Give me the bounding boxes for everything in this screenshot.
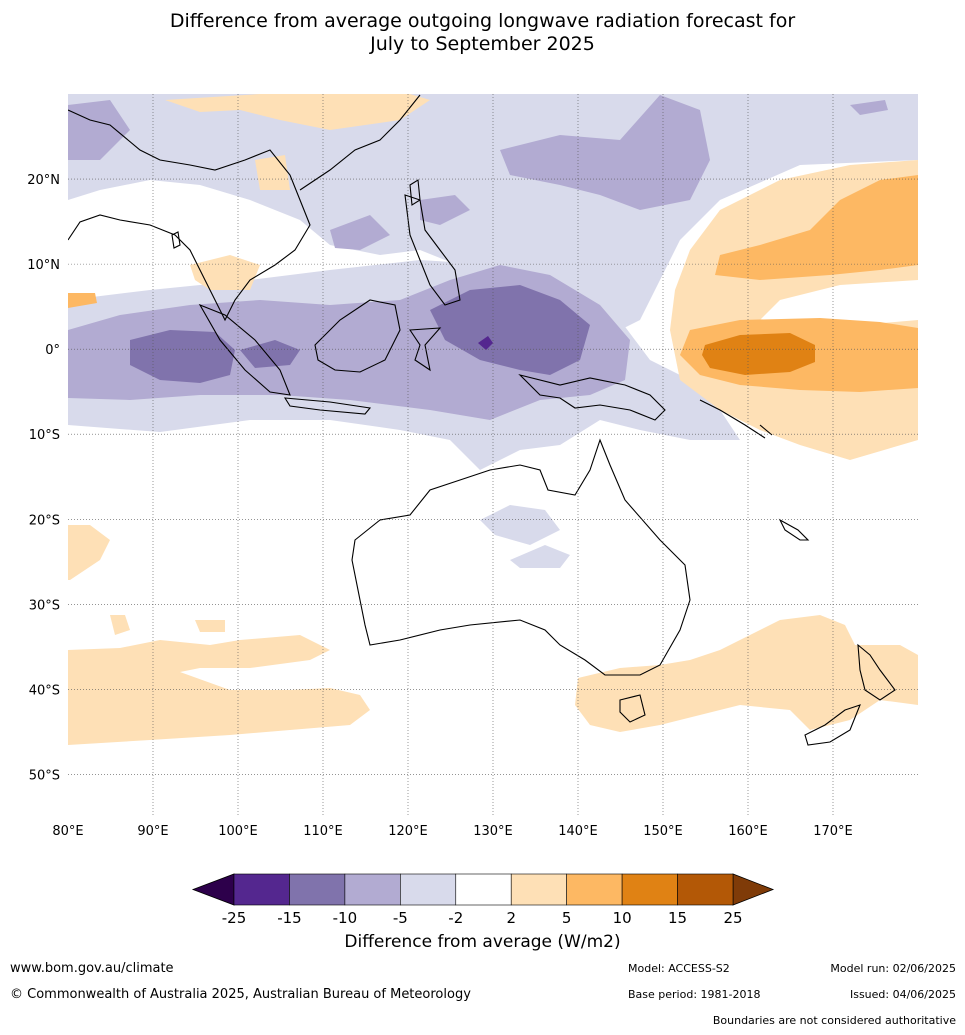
colorbar-title: Difference from average (W/m2) [344,932,621,952]
website-link[interactable]: www.bom.gov.au/climate [10,961,174,976]
model-name: Model: ACCESS-S2 [628,962,730,975]
longitude-labels: 80°E 90°E 100°E 110°E 120°E 130°E 140°E 150°E 16… [52,824,852,839]
colorbar-bin [233,873,290,906]
base-period: Base period: 1981-2018 [628,988,761,1001]
copyright-text: © Commonwealth of Australia 2025, Austra… [10,987,471,1002]
lat-tick-label: 30°S [29,598,60,613]
colorbar-bin [400,873,457,906]
philippines-coastline [404,194,461,306]
anomaly-area-light-orange-south [68,525,370,745]
colorbar-tick-label: 15 [668,909,687,927]
borneo-coastline [314,299,401,373]
lat-tick-label: 20°N [27,173,60,188]
coastlines [68,94,896,746]
lon-tick-label: 160°E [728,824,768,839]
boundaries-disclaimer: Boundaries are not considered authoritat… [712,1014,956,1027]
lat-tick-label: 40°S [29,683,60,698]
anomaly-field [68,94,918,817]
solomon-islands-coastline [699,399,773,439]
lat-tick-label: 20°S [29,513,60,528]
lon-tick-label: 140°E [558,824,598,839]
colorbar-bin [677,873,734,906]
colorbar-bin [566,873,623,906]
latitude-labels: 20°N 10°N 0° 10°S 20°S 30°S 40°S 50°S [27,173,60,783]
colorbar-tick-label: 2 [506,909,516,927]
colorbar-tick-label: 25 [723,909,742,927]
colorbar-tick-label: -2 [448,909,463,927]
anomaly-area-deep-purple [478,336,493,350]
new-zealand-coastline [804,643,896,746]
model-run-date: Model run: 02/06/2025 [830,962,956,975]
lat-tick-label: 0° [45,343,60,358]
taiwan-coastline [409,179,421,206]
anomaly-area-light-orange-asia [165,94,430,290]
anomaly-area-light-purple-south [480,505,570,568]
java-coastline [283,397,372,415]
sumatra-coastline [198,303,291,396]
colorbar-bin [621,873,678,906]
anomaly-area-white-gap [760,280,918,330]
anomaly-area-dark-orange-pacific [702,333,815,375]
lat-tick-label: 10°S [29,428,60,443]
colorbar-over-extension [732,873,775,906]
lon-tick-label: 130°E [473,824,513,839]
new-guinea-coastline [518,373,666,421]
lon-tick-label: 170°E [813,824,853,839]
title-line-2: July to September 2025 [370,33,595,55]
new-caledonia-coastline [778,518,810,541]
title-line-1: Difference from average outgoing longwav… [169,10,796,32]
asia-mainland-coastline [68,94,421,322]
tasmania-coastline [619,694,646,723]
colorbar: -25 -15 -10 -5 -2 2 5 10 15 25 [191,873,775,927]
lon-tick-label: 110°E [303,824,343,839]
sri-lanka-coastline [171,231,181,249]
lon-tick-label: 120°E [388,824,428,839]
lon-tick-label: 90°E [137,824,168,839]
anomaly-area-dark-purple [130,285,590,383]
colorbar-tick-label: -15 [277,909,302,927]
colorbar-bin [455,873,512,906]
colorbar-tick-label: -10 [333,909,358,927]
australia-coastline [351,438,691,676]
colorbar-tick-label: 10 [613,909,632,927]
anomaly-area-mid-purple-north [68,95,888,250]
map-title: Difference from average outgoing longwav… [0,10,965,56]
lat-tick-label: 10°N [27,258,60,273]
colorbar-tick-label: -5 [393,909,408,927]
anomaly-area-light-orange-southeast [575,615,918,732]
lon-tick-label: 150°E [643,824,683,839]
colorbar-bin [344,873,401,906]
lat-tick-label: 50°S [29,768,60,783]
colorbar-tick-label: 5 [562,909,572,927]
colorbar-bin [510,873,567,906]
colorbar-tick-label: -25 [222,909,247,927]
lon-tick-label: 100°E [218,824,258,839]
anomaly-area-orange-west [68,293,97,308]
anomaly-area-orange-pacific-north [715,175,918,280]
colorbar-under-extension [191,873,235,906]
colorbar-bin [289,873,346,906]
sulawesi-coastline [409,327,442,372]
issued-date: Issued: 04/06/2025 [849,988,956,1001]
graticule [68,94,918,817]
lon-tick-label: 80°E [52,824,83,839]
